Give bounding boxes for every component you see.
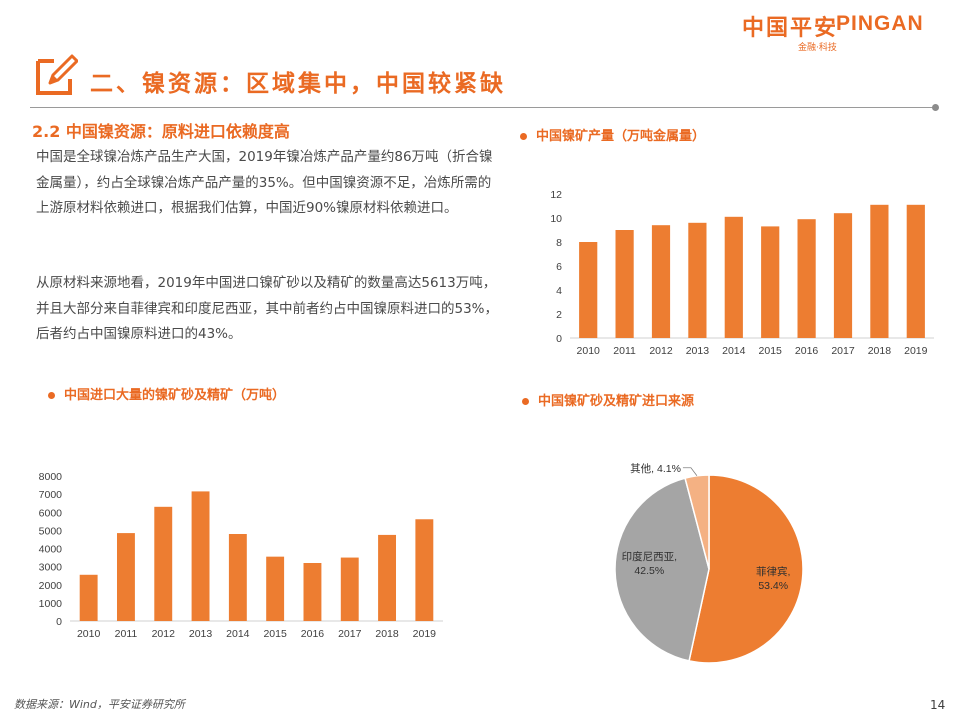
x-tick-label: 2019: [904, 345, 928, 357]
title-divider-dot: [932, 104, 939, 111]
x-tick-label: 2016: [795, 345, 819, 357]
y-tick-label: 6000: [39, 507, 63, 519]
bullet-icon: [522, 398, 529, 405]
pie-label-value: 53.4%: [758, 580, 788, 592]
y-tick-label: 1000: [39, 598, 63, 610]
bar-2010: [579, 242, 598, 338]
pie-label-name: 菲律宾,: [756, 565, 790, 578]
chart-title-text: 中国镍矿产量（万吨金属量）: [536, 129, 706, 144]
x-tick-label: 2014: [226, 628, 250, 640]
bar-2018: [870, 204, 889, 338]
bar-2015: [266, 556, 285, 621]
y-tick-label: 10: [550, 213, 562, 225]
x-tick-label: 2019: [413, 628, 437, 640]
page-title: 二、镍资源：区域集中，中国较紧缺: [90, 70, 506, 97]
chart-title-import-sources: 中国镍矿砂及精矿进口来源: [522, 390, 694, 409]
page-number: 14: [930, 698, 946, 712]
bar-2017: [340, 557, 359, 621]
bar-2019: [415, 519, 434, 621]
y-tick-label: 7000: [39, 489, 63, 501]
y-tick-label: 5000: [39, 525, 63, 537]
pencil-edit-icon: [36, 54, 78, 95]
bar-2011: [615, 230, 634, 338]
section-heading: 2.2 中国镍资源：原料进口依赖度高: [32, 122, 290, 141]
bullet-icon: [48, 392, 55, 399]
x-tick-label: 2011: [115, 628, 138, 640]
x-tick-label: 2011: [613, 345, 636, 357]
x-tick-label: 2013: [686, 345, 710, 357]
bullet-icon: [520, 133, 527, 140]
chart-title-text: 中国镍矿砂及精矿进口来源: [538, 394, 695, 409]
footer-source: 数据来源：Wind，平安证券研究所: [14, 698, 185, 711]
logo-tagline: 金融·科技: [798, 43, 837, 53]
x-tick-label: 2018: [375, 628, 399, 640]
y-tick-label: 2: [556, 309, 562, 321]
bar-2012: [154, 506, 173, 621]
x-tick-label: 2017: [338, 628, 362, 640]
bar-2016: [303, 563, 322, 621]
bar-2017: [833, 213, 853, 338]
x-tick-label: 2013: [189, 628, 213, 640]
pie-label-name: 印度尼西亚,: [622, 550, 677, 563]
y-tick-label: 4: [556, 285, 562, 297]
x-tick-label: 2012: [152, 628, 176, 640]
x-tick-label: 2018: [868, 345, 892, 357]
y-tick-label: 12: [550, 189, 562, 201]
pie-label-other: 其他, 4.1%: [630, 462, 681, 475]
bar-2011: [116, 533, 135, 621]
pie-slice-1: [614, 477, 710, 662]
bar-2015: [761, 226, 780, 338]
logo-english: PINGAN: [836, 12, 924, 35]
bar-2013: [688, 222, 707, 338]
bar-2013: [191, 491, 210, 621]
x-tick-label: 2016: [301, 628, 325, 640]
bar-2016: [797, 219, 816, 338]
y-tick-label: 0: [56, 616, 62, 628]
bar-2012: [651, 225, 671, 338]
bar-2018: [378, 534, 397, 621]
y-tick-label: 8: [556, 237, 562, 249]
bar-2014: [228, 534, 247, 621]
y-tick-label: 0: [556, 333, 562, 345]
paragraph-import-sources: 从原材料来源地看，2019年中国进口镍矿砂以及精矿的数量高达5613万吨，并且大…: [36, 275, 499, 342]
x-tick-label: 2015: [759, 345, 783, 357]
chart-title-text: 中国进口大量的镍矿砂及精矿（万吨）: [64, 388, 286, 403]
pie-slice-2: [684, 474, 710, 570]
x-tick-label: 2015: [263, 628, 287, 640]
pie-label-value: 42.5%: [634, 565, 664, 577]
x-tick-label: 2010: [77, 628, 101, 640]
x-tick-label: 2017: [831, 345, 855, 357]
pie-leader-line: [682, 467, 698, 477]
x-tick-label: 2012: [649, 345, 673, 357]
paragraph-production: 中国是全球镍冶炼产品生产大国，2019年镍冶炼产品产量约86万吨（折合镍金属量）…: [36, 149, 493, 216]
chart-title-imports: 中国进口大量的镍矿砂及精矿（万吨）: [48, 384, 285, 403]
y-tick-label: 8000: [39, 471, 63, 483]
title-divider: [30, 107, 936, 108]
bar-2014: [724, 216, 743, 338]
y-tick-label: 2000: [39, 580, 63, 592]
logo-chinese: 中国平安: [742, 16, 839, 41]
x-tick-label: 2010: [577, 345, 601, 357]
chart-title-mine-output: 中国镍矿产量（万吨金属量）: [520, 125, 705, 144]
x-tick-label: 2014: [722, 345, 746, 357]
bar-2010: [79, 574, 98, 621]
bar-2019: [906, 204, 925, 338]
y-tick-label: 6: [556, 261, 562, 273]
y-tick-label: 3000: [39, 562, 63, 574]
y-tick-label: 4000: [39, 544, 63, 556]
pie-slice-0: [688, 474, 804, 664]
